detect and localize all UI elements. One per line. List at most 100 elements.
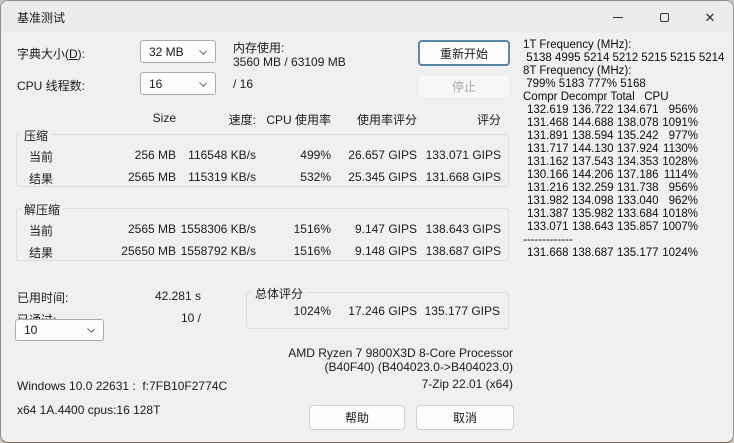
cpu-arch-info: x64 1A.4400 cpus:16 128T: [17, 403, 161, 417]
cpu-usage: 977%: [668, 130, 698, 142]
decompr-rating: 138.594: [572, 130, 614, 142]
chevron-down-icon: [87, 325, 95, 333]
total-usage-rating: 17.246 GIPS: [348, 304, 417, 318]
col-speed: 速度:: [228, 113, 256, 127]
decompression-groupbox: [16, 208, 509, 261]
freq-8t-values: 799% 5183 777% 5168: [523, 78, 646, 90]
compr-rating: 131.468: [527, 117, 569, 129]
window-title: 基准测试: [17, 10, 66, 25]
freq-average-row: 131.668 138.687 135.177 1024%: [523, 247, 728, 260]
total-rating: 133.684: [617, 208, 659, 220]
cancel-button[interactable]: 取消: [416, 405, 514, 430]
freq-pass-row: 131.468 144.688 138.078 1091%: [523, 117, 728, 130]
total-rating: 137.924: [617, 143, 659, 155]
results-table-header: Size 速度: CPU 使用率 使用率评分 评分: [16, 111, 504, 128]
compr-rating: 131.717: [527, 143, 569, 155]
close-button[interactable]: ✕: [687, 1, 733, 33]
passes-value: 10 /: [180, 311, 201, 325]
compr-rating: 133.071: [527, 221, 569, 233]
stop-button: 停止: [418, 74, 510, 99]
elapsed-time-label: 已用时间:: [17, 291, 69, 305]
compr-rating: 131.162: [527, 156, 569, 168]
decompr-rating: 144.206: [572, 169, 614, 181]
os-version: Windows 10.0 22631 : f:7FB10F2774C: [17, 379, 228, 393]
col-size: Size: [152, 111, 176, 125]
freq-pass-row: 131.162 137.543 134.353 1028%: [523, 156, 728, 169]
dictionary-size-label: 字典大小(D):: [17, 47, 86, 61]
freq-pass-row: 131.982 134.098 133.040 962%: [523, 195, 728, 208]
help-button[interactable]: 帮助: [309, 405, 405, 430]
minimize-button[interactable]: [595, 1, 641, 33]
decompression-result-row: 结果 25650 MB 1558792 KB/s 1516% 9.148 GIP…: [29, 244, 501, 260]
freq-pass-row: 132.619 136.722 134.671 956%: [523, 104, 728, 117]
cpu-usage: 1130%: [663, 143, 698, 155]
total-rating: 131.738: [617, 182, 659, 194]
chevron-down-icon: [199, 47, 207, 55]
maximize-button[interactable]: [641, 1, 687, 33]
passes-count-value: 10: [24, 323, 38, 337]
cpu-usage: 1007%: [662, 221, 698, 233]
app-version: 7-Zip 22.01 (x64): [421, 377, 513, 391]
freq-1t-label: 1T Frequency (MHz):: [523, 39, 632, 51]
cpu-threads-select[interactable]: 16: [140, 72, 216, 95]
compr-rating: 130.166: [527, 169, 569, 181]
cpu-usage: 1018%: [662, 208, 698, 220]
freq-pass-row: 133.071 138.643 135.857 1007%: [523, 221, 728, 234]
total-rating: 135.857: [617, 221, 659, 233]
compr-rating: 131.216: [527, 182, 569, 194]
compression-current-row: 当前 256 MB 116548 KB/s 499% 26.657 GIPS 1…: [29, 148, 501, 164]
compr-rating: 131.387: [527, 208, 569, 220]
total-rating-label: 总体评分: [252, 285, 307, 302]
passes-count-select[interactable]: 10: [15, 319, 104, 341]
total-rating-value: 135.177 GIPS: [424, 304, 500, 318]
close-icon: ✕: [704, 9, 716, 25]
decompr-rating: 144.688: [572, 117, 614, 129]
total-rating: 134.353: [617, 156, 659, 168]
total-rating: 133.040: [617, 195, 659, 207]
freq-pass-row: 131.891 138.594 135.242 977%: [523, 130, 728, 143]
cpu-name: AMD Ryzen 7 9800X3D 8-Core Processor: [288, 346, 513, 360]
memory-usage-value: 3560 MB / 63109 MB: [233, 55, 346, 69]
dictionary-size-value: 32 MB: [149, 44, 184, 59]
compression-label: 压缩: [21, 127, 52, 144]
cpu-usage: 962%: [668, 195, 698, 207]
freq-pass-rows: 132.619 136.722 134.671 956% 131.468 144…: [523, 104, 728, 234]
total-rating: 137.186: [617, 169, 659, 181]
maximize-icon: [659, 12, 669, 22]
titlebar: 基准测试 ✕: [1, 1, 733, 33]
decompr-rating: 135.982: [572, 208, 614, 220]
decompr-rating: 138.643: [572, 221, 614, 233]
total-rating: 138.078: [617, 117, 659, 129]
col-usage-rating: 使用率评分: [356, 113, 417, 127]
cpu-threads-label: CPU 线程数:: [17, 79, 86, 93]
col-rating: 评分: [476, 113, 501, 127]
decompression-current-row: 当前 2565 MB 1558306 KB/s 1516% 9.147 GIPS…: [29, 222, 501, 238]
compression-result-row: 结果 2565 MB 115319 KB/s 532% 25.345 GIPS …: [29, 170, 501, 186]
total-cpu-usage: 1024%: [293, 304, 331, 318]
decompression-label: 解压缩: [21, 201, 64, 218]
cpu-usage: 956%: [668, 182, 698, 194]
total-rating-groupbox: [246, 292, 509, 329]
avg-total-rating: 135.177: [617, 247, 659, 259]
compr-rating: 132.619: [527, 104, 569, 116]
total-rating: 135.242: [617, 130, 659, 142]
freq-pass-row: 131.717 144.130 137.924 1130%: [523, 143, 728, 156]
restart-button[interactable]: 重新开始: [418, 40, 510, 66]
frequency-log-panel: 1T Frequency (MHz): 5138 4995 5214 5212 …: [523, 39, 728, 260]
compr-rating: 131.891: [527, 130, 569, 142]
compression-groupbox: [16, 134, 509, 187]
chevron-down-icon: [199, 79, 207, 87]
decompr-rating: 136.722: [572, 104, 614, 116]
freq-pass-row: 131.387 135.982 133.684 1018%: [523, 208, 728, 221]
avg-cpu-usage: 1024%: [662, 247, 698, 259]
avg-compr-rating: 131.668: [527, 247, 569, 259]
cpu-usage: 1028%: [662, 156, 698, 168]
decompr-rating: 144.130: [572, 143, 614, 155]
freq-8t-label: 8T Frequency (MHz):: [523, 65, 632, 77]
total-rating: 134.671: [617, 104, 659, 116]
col-cpu-usage: CPU 使用率: [266, 113, 331, 127]
dictionary-size-select[interactable]: 32 MB: [140, 40, 216, 63]
memory-usage-label: 内存使用:: [233, 41, 285, 55]
freq-table-header: Compr Decompr Total CPU: [523, 91, 669, 103]
